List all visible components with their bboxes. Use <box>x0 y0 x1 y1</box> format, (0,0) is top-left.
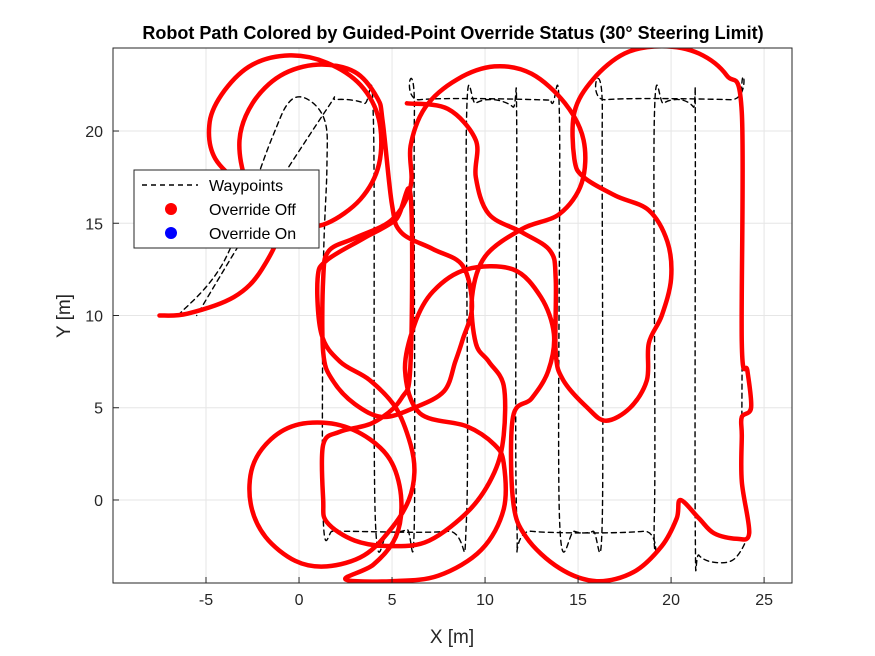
legend-swatch-override-off <box>165 203 177 215</box>
legend-swatch-override-on <box>165 227 177 239</box>
y-tick-label: 0 <box>94 493 103 510</box>
plot-area: -5 0 5 10 15 20 25 0 5 10 15 20 <box>85 47 793 609</box>
chart-title: Robot Path Colored by Guided-Point Overr… <box>142 23 763 43</box>
y-axis-label: Y [m] <box>54 294 75 338</box>
x-tick-label: 20 <box>662 592 680 609</box>
legend-label: Waypoints <box>209 178 283 195</box>
x-tick-label: -5 <box>199 592 213 609</box>
x-tick-label: 5 <box>388 592 397 609</box>
y-tick-label: 15 <box>85 216 103 233</box>
y-tick-label: 20 <box>85 124 103 141</box>
robot-path-override-off <box>157 48 754 583</box>
x-tick-label: 0 <box>295 592 304 609</box>
x-tick-label: 15 <box>569 592 587 609</box>
legend-label: Override On <box>209 226 296 243</box>
y-tick-label: 10 <box>85 309 103 326</box>
legend-label: Override Off <box>209 202 296 219</box>
series-layer <box>157 48 754 583</box>
y-tick-label: 5 <box>94 401 103 418</box>
x-tick-label: 10 <box>476 592 494 609</box>
tick-layer: -5 0 5 10 15 20 25 0 5 10 15 20 <box>85 124 773 609</box>
x-axis-label: X [m] <box>430 627 474 648</box>
x-tick-label: 25 <box>755 592 773 609</box>
legend: Waypoints Override Off Override On <box>133 169 320 249</box>
legend-box <box>133 169 320 249</box>
